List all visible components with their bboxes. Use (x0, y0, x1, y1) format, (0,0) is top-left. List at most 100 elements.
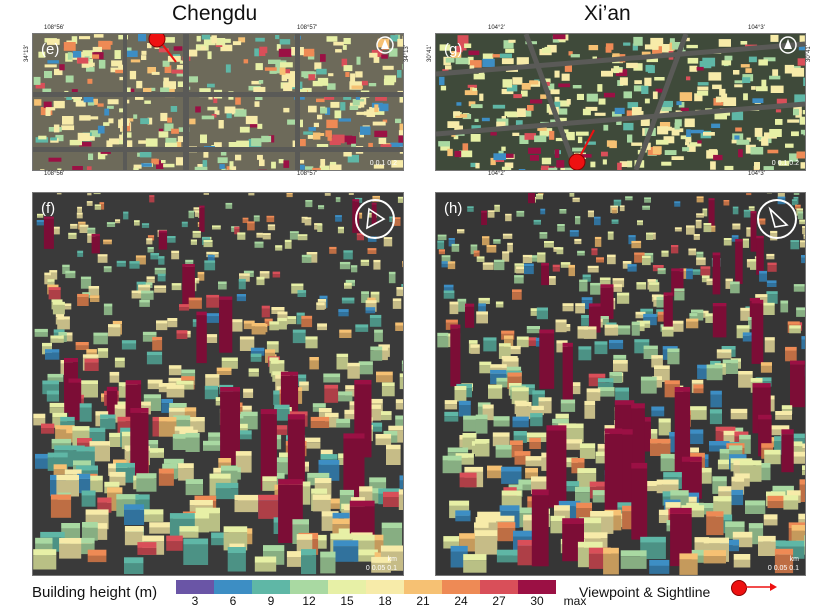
building-roof (508, 345, 521, 350)
building-3d (516, 212, 525, 217)
building-footprint (115, 69, 126, 74)
building-roof (227, 547, 246, 553)
building-roof (458, 400, 471, 405)
building-footprint (451, 51, 462, 59)
building-roof (314, 478, 332, 484)
building-roof (147, 379, 163, 384)
building-roof (94, 204, 101, 207)
building-footprint (696, 66, 704, 71)
building-3d (196, 315, 207, 364)
building-3d (259, 273, 270, 279)
building-roof (736, 325, 750, 329)
building-3d (774, 554, 794, 574)
building-roof (703, 223, 712, 225)
building-3d (227, 553, 246, 572)
building-footprint (655, 88, 663, 93)
building-footprint (534, 135, 547, 143)
building-footprint (521, 90, 528, 97)
building-roof (141, 290, 154, 294)
building-roof (697, 364, 710, 369)
building-footprint (373, 56, 380, 63)
building-3d (586, 392, 601, 401)
building-footprint (162, 60, 170, 67)
building-3d (381, 528, 403, 547)
building-roof (179, 304, 190, 308)
building-roof (333, 540, 359, 547)
building-3d (732, 537, 753, 548)
building-3d (781, 434, 794, 473)
view3d-panel-h[interactable]: (h) km 0 0.05 0.1 (435, 192, 806, 576)
building-roof (262, 476, 277, 482)
building-roof (581, 297, 593, 301)
building-roof (319, 295, 328, 299)
building-footprint (718, 39, 731, 47)
building-footprint (288, 78, 296, 88)
building-roof (468, 340, 478, 344)
scale-unit-h: km (789, 556, 799, 563)
building-3d (525, 472, 538, 479)
building-roof (365, 404, 381, 409)
building-3d (767, 501, 785, 509)
building-3d (56, 193, 62, 195)
building-roof (660, 453, 679, 459)
building-roof (492, 432, 510, 437)
map-panel-g[interactable]: (g) 0 0.1 0.2 (435, 33, 806, 171)
building-roof (710, 360, 721, 365)
building-3d (316, 305, 325, 310)
building-roof (560, 457, 578, 463)
building-roof (517, 539, 534, 546)
building-roof (280, 371, 299, 376)
building-3d (141, 293, 154, 300)
building-footprint (326, 36, 338, 42)
building-roof (483, 337, 497, 341)
building-roof (734, 431, 749, 437)
building-roof (107, 487, 123, 493)
building-3d (636, 284, 647, 290)
building-3d (616, 295, 630, 304)
building-footprint (798, 45, 805, 51)
building-roof (689, 313, 698, 317)
building-footprint (208, 95, 213, 100)
building-roof (88, 286, 100, 289)
map-panel-e[interactable]: (e) 0 0.1 0.2 (32, 33, 404, 171)
building-3d (595, 456, 611, 464)
building-roof (637, 220, 643, 223)
building-footprint (540, 94, 547, 99)
building-3d (748, 208, 755, 212)
building-roof (499, 505, 520, 511)
building-roof (508, 383, 522, 387)
building-roof (617, 325, 631, 329)
view3d-panel-f[interactable]: (f) km 0 0.05 0.1 (32, 192, 404, 576)
building-footprint (143, 87, 152, 96)
building-footprint (374, 130, 388, 137)
building-roof (583, 326, 597, 330)
building-roof (49, 402, 65, 407)
building-3d (121, 343, 137, 350)
building-roof (715, 426, 736, 432)
building-footprint (90, 130, 101, 138)
building-3d (799, 484, 805, 502)
building-roof (109, 432, 123, 438)
building-3d (495, 304, 504, 308)
building-footprint (663, 136, 675, 144)
building-roof (617, 502, 633, 508)
building-3d (93, 193, 101, 195)
building-footprint (38, 51, 46, 58)
building-roof (509, 440, 523, 445)
building-3d (529, 442, 541, 449)
building-roof (696, 251, 704, 254)
building-roof (329, 246, 337, 250)
building-roof (644, 481, 662, 486)
building-roof (525, 456, 546, 461)
building-3d (87, 235, 96, 243)
building-footprint (158, 48, 169, 53)
legend-swatch (252, 580, 290, 594)
building-3d (216, 371, 232, 375)
building-3d (769, 429, 790, 436)
building-footprint (342, 45, 347, 50)
building-roof (709, 409, 722, 414)
view3d-f-buildings (33, 193, 403, 575)
building-3d (801, 257, 805, 264)
building-roof (778, 540, 805, 547)
building-roof (579, 279, 588, 283)
